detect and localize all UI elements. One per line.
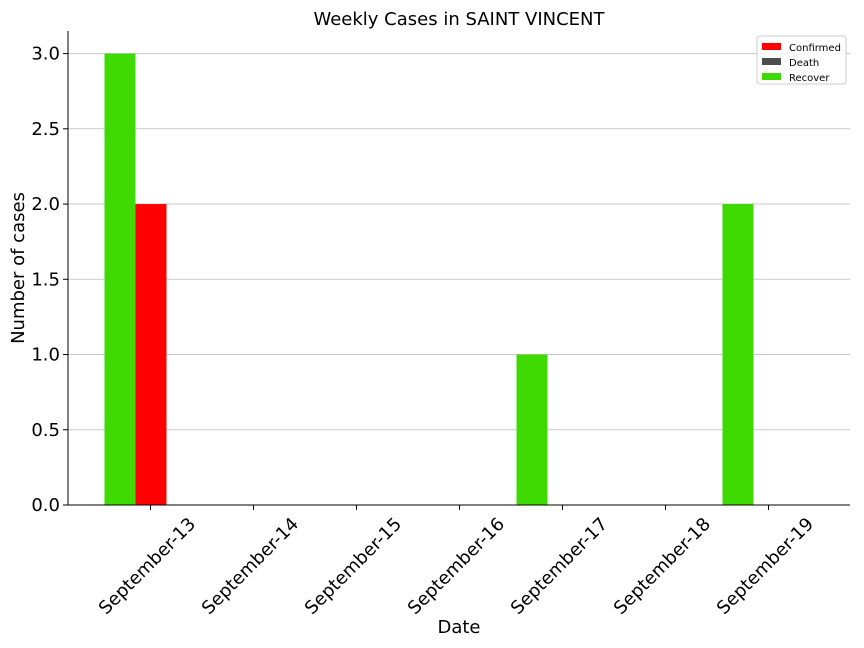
x-tick-label: September-17 <box>507 514 612 619</box>
y-ticks: 0.0 0.5 1.0 1.5 2.0 2.5 3.0 <box>31 44 68 516</box>
x-axis-label: Date <box>437 617 480 638</box>
y-tick-label: 3.0 <box>31 44 60 65</box>
x-tick-label: September-16 <box>404 514 509 619</box>
y-axis-label: Number of cases <box>8 192 29 344</box>
y-tick-label: 0.5 <box>31 420 60 441</box>
bar-recover <box>104 53 136 505</box>
legend-label-death: Death <box>789 58 819 69</box>
x-tick-label: September-15 <box>301 514 406 619</box>
bars-group <box>104 53 754 506</box>
x-tick-label: September-19 <box>713 514 818 619</box>
bar-recover <box>516 354 548 505</box>
y-tick-label: 2.5 <box>31 119 60 140</box>
x-tick-label: September-13 <box>95 514 200 619</box>
legend-swatch-confirmed <box>762 43 781 50</box>
legend-label-confirmed: Confirmed <box>789 43 841 54</box>
y-tick-label: 1.0 <box>31 345 60 366</box>
x-ticks: September-13September-14September-15Sept… <box>95 505 818 619</box>
chart-title: Weekly Cases in SAINT VINCENT <box>313 9 605 30</box>
x-tick-label: September-18 <box>610 514 715 619</box>
bar-confirmed <box>135 204 167 506</box>
y-tick-label: 1.5 <box>31 269 60 290</box>
y-tick-label: 2.0 <box>31 194 60 215</box>
legend-swatch-death <box>762 58 781 65</box>
grid-lines <box>68 53 850 506</box>
legend: Confirmed Death Recover <box>756 35 847 85</box>
bar-recover <box>722 204 754 506</box>
x-tick-label: September-14 <box>198 514 303 619</box>
legend-label-recover: Recover <box>789 73 830 84</box>
legend-swatch-recover <box>762 73 781 80</box>
y-tick-label: 0.0 <box>31 495 60 516</box>
